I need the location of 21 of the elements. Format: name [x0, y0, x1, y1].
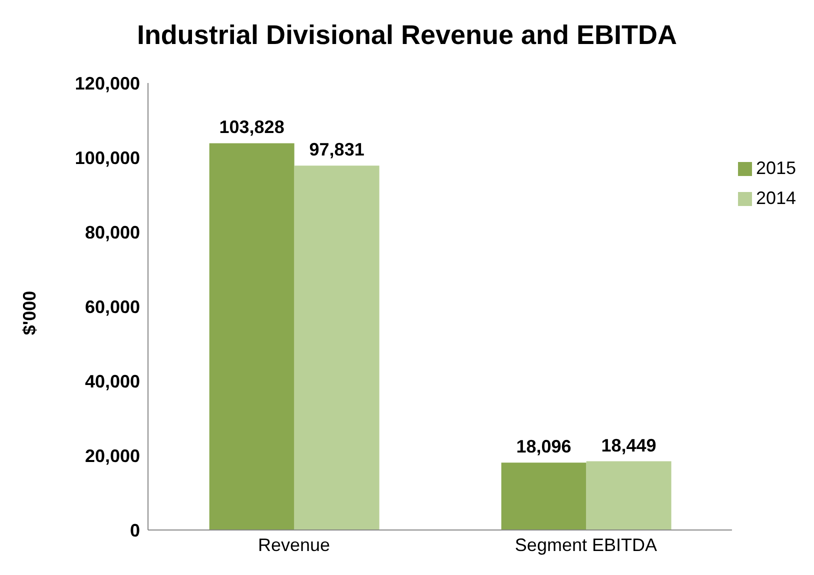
x-tick-label: Segment EBITDA	[514, 534, 657, 555]
y-tick-label: 60,000	[84, 296, 140, 317]
x-tick-label: Revenue	[258, 534, 330, 555]
y-tick-label: 120,000	[74, 73, 140, 94]
data-label: 103,828	[219, 117, 284, 138]
y-tick-label: 80,000	[84, 222, 140, 242]
bar	[586, 461, 672, 530]
data-label: 97,831	[309, 140, 364, 160]
bar	[501, 462, 586, 530]
data-label: 18,449	[601, 435, 656, 456]
chart-title: Industrial Divisional Revenue and EBITDA	[136, 20, 678, 51]
legend-label: 2015	[756, 158, 796, 178]
bar	[294, 166, 380, 530]
legend-label: 2014	[756, 188, 796, 208]
y-tick-label: 20,000	[84, 446, 140, 466]
y-tick-label: 100,000	[74, 148, 140, 168]
data-label: 18,096	[516, 436, 572, 457]
bar	[209, 143, 294, 530]
y-axis-title: $'000	[20, 290, 40, 336]
y-tick-label: 0	[130, 520, 140, 540]
y-tick-label: 40,000	[84, 371, 140, 392]
